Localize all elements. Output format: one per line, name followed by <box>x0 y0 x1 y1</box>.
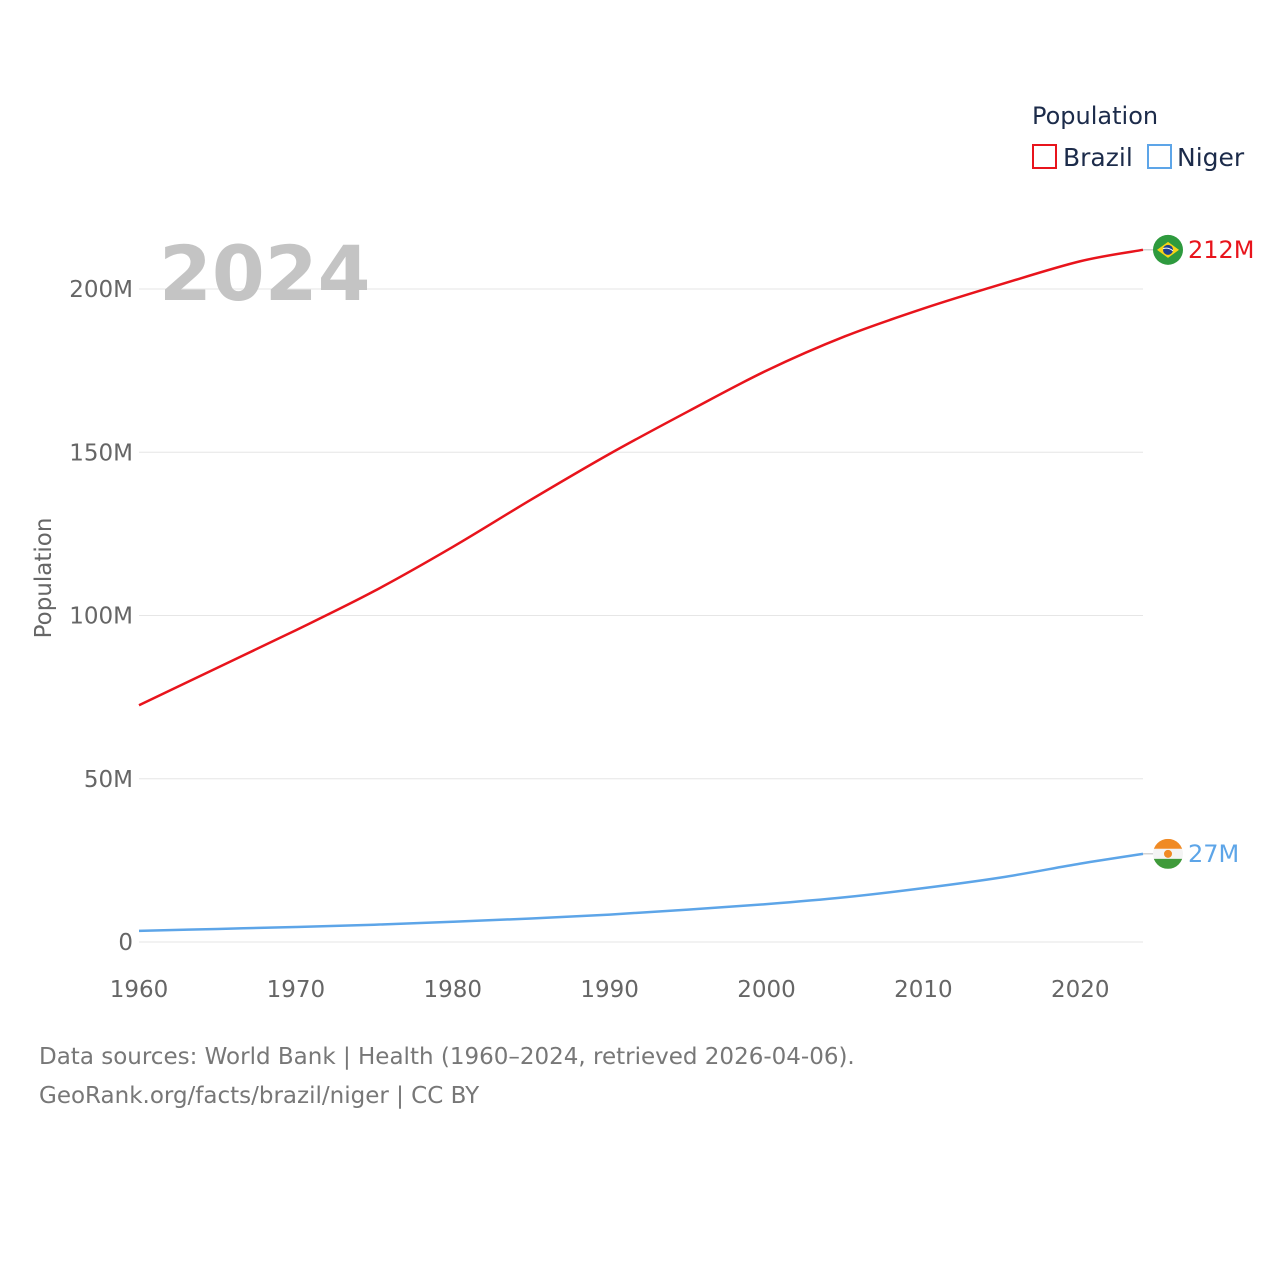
y-tick-label: 150M <box>69 440 133 466</box>
legend[interactable]: Population Brazil Niger <box>1032 102 1245 172</box>
series-line-niger <box>138 852 1144 933</box>
end-markers: 212M 27M <box>1143 234 1255 869</box>
year-watermark: 2024 <box>159 229 371 318</box>
y-tick-label: 0 <box>118 930 133 956</box>
y-tick-label: 200M <box>69 277 133 303</box>
y-axis-ticks: 0 50M 100M 150M 200M <box>69 277 133 956</box>
x-tick-label: 1980 <box>423 977 482 1003</box>
gridlines <box>139 288 1143 943</box>
x-tick-label: 2010 <box>894 977 953 1003</box>
legend-item-brazil[interactable]: Brazil <box>1032 143 1133 172</box>
legend-swatch-brazil <box>1032 144 1057 169</box>
x-tick-label: 2020 <box>1051 977 1110 1003</box>
x-axis-ticks: 1960 1970 1980 1990 2000 2010 2020 <box>110 977 1110 1003</box>
end-label-niger: 27M <box>1188 840 1239 868</box>
x-tick-label: 1970 <box>267 977 326 1003</box>
y-tick-label: 100M <box>69 604 133 630</box>
x-tick-label: 1990 <box>580 977 639 1003</box>
legend-label-brazil: Brazil <box>1063 143 1133 172</box>
x-tick-label: 2000 <box>737 977 796 1003</box>
footer-sources: Data sources: World Bank | Health (1960–… <box>39 1044 855 1070</box>
footer-attribution: GeoRank.org/facts/brazil/niger | CC BY <box>39 1083 480 1109</box>
legend-item-niger[interactable]: Niger <box>1147 143 1245 172</box>
series-line-brazil <box>138 248 1144 707</box>
y-tick-label: 50M <box>84 767 133 793</box>
y-axis-title: Population <box>31 518 57 639</box>
x-tick-label: 1960 <box>110 977 169 1003</box>
legend-swatch-niger <box>1147 144 1172 169</box>
legend-title: Population <box>1032 102 1158 130</box>
series-lines <box>138 248 1144 933</box>
brazil-flag-icon <box>1153 234 1183 265</box>
niger-flag-icon <box>1153 838 1183 869</box>
end-label-brazil: 212M <box>1188 236 1255 264</box>
legend-label-niger: Niger <box>1177 143 1245 172</box>
